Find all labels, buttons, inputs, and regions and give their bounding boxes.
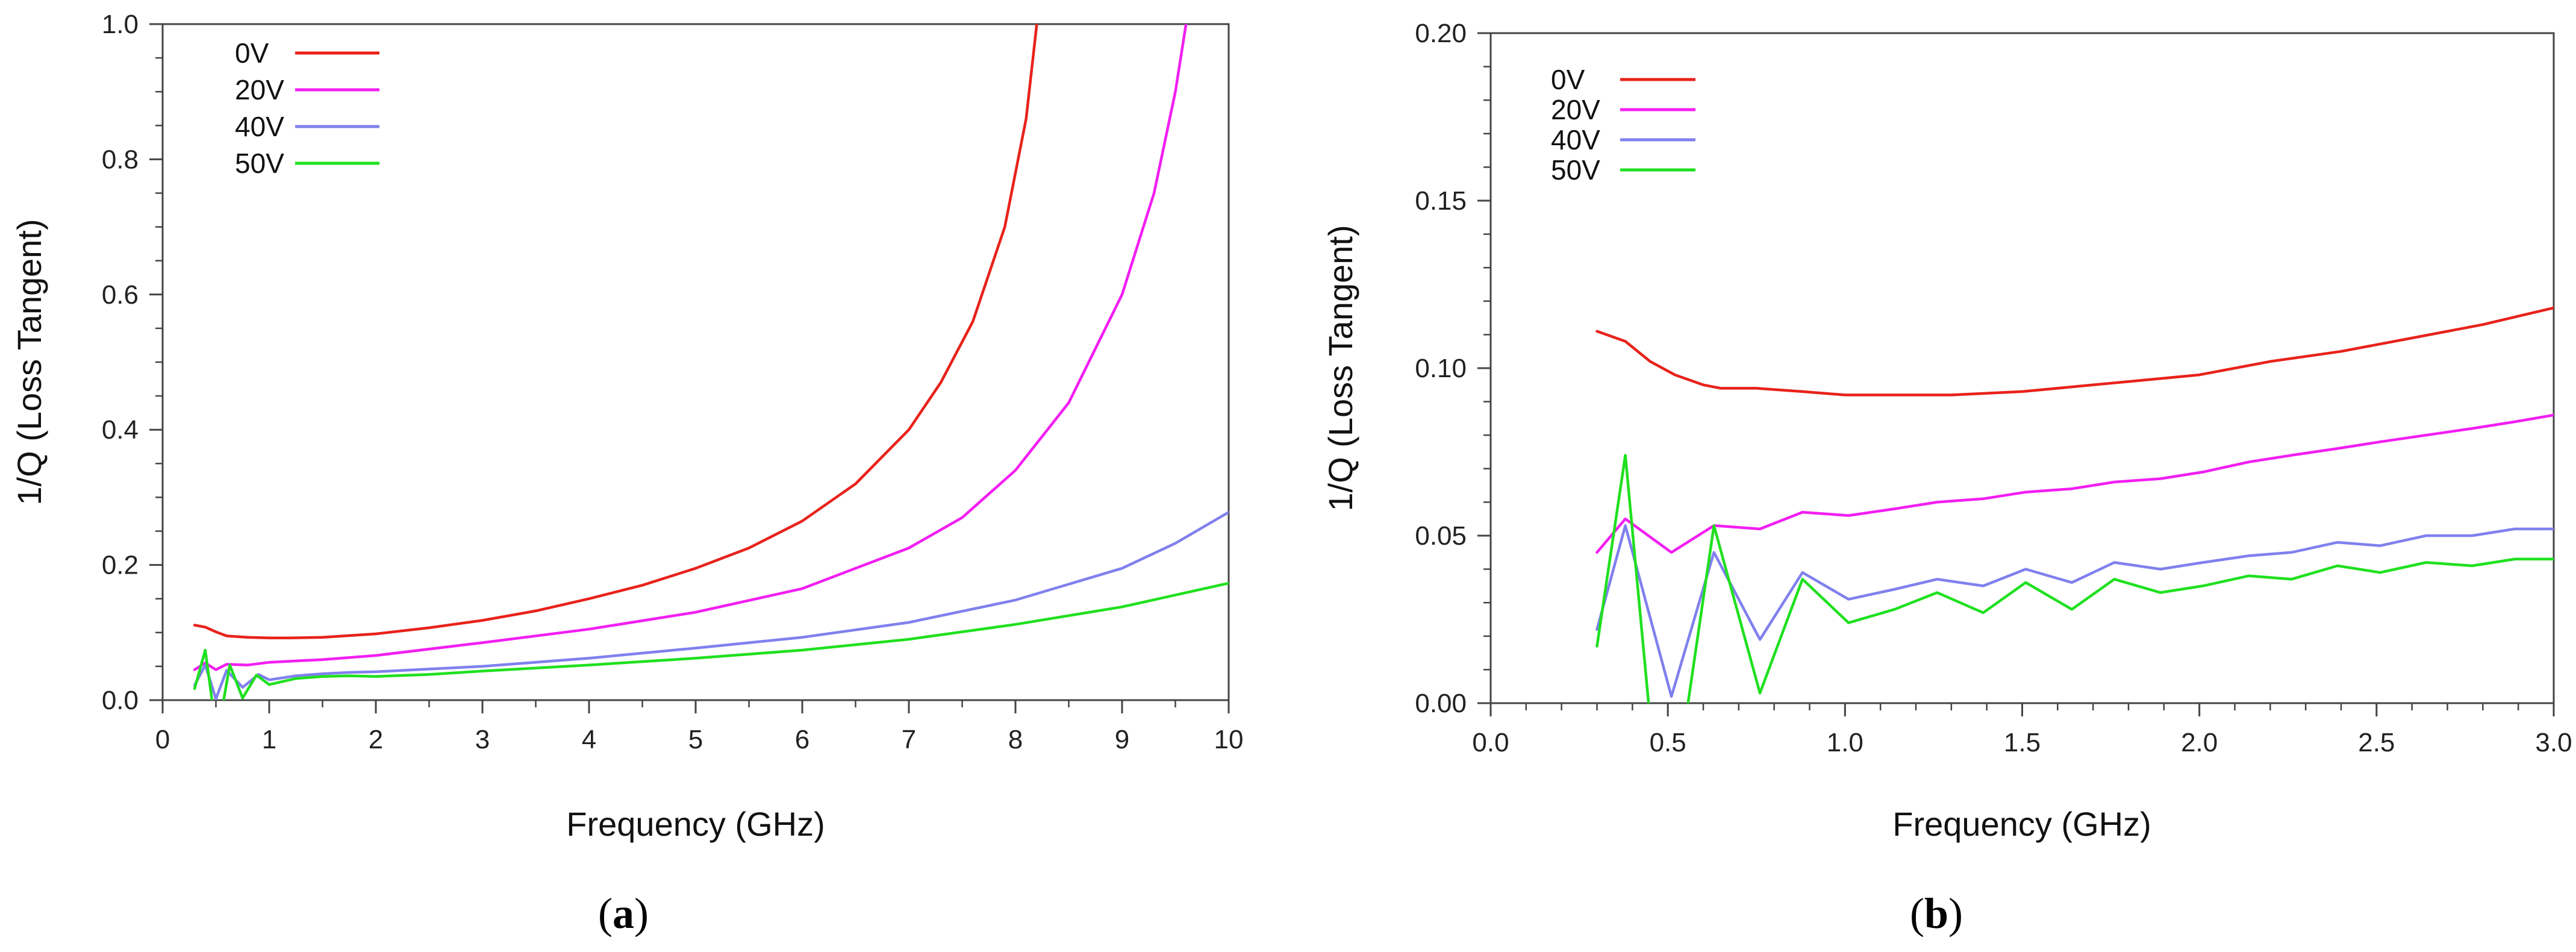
series-line-0v bbox=[1595, 306, 2554, 396]
legend-label-50v: 50V bbox=[235, 148, 284, 179]
series-group-a bbox=[193, 24, 1229, 700]
chart-panel-a: 0 1 2 3 4 5 6 7 8 9 10 0.0 0.2 0.4 0.6 0.8 1.0 0V 20V 40V 5… bbox=[10, 10, 1243, 938]
series-line-0v bbox=[193, 24, 1038, 640]
x-axis-label-a: Frequency (GHz) bbox=[566, 805, 825, 843]
series-line-20v bbox=[193, 24, 1188, 671]
x-axis-label-b: Frequency (GHz) bbox=[1892, 805, 2151, 843]
y-axis-label-b: 1/Q (Loss Tangent) bbox=[1321, 225, 1359, 511]
y-tick-label: 1.0 bbox=[102, 10, 139, 39]
series-line-40v bbox=[1595, 524, 2554, 698]
panel-label-a: (a) bbox=[598, 889, 649, 938]
y-tick-label: 0.2 bbox=[102, 551, 139, 580]
x-tick-label: 3 bbox=[475, 725, 490, 754]
series-line-40v bbox=[193, 510, 1229, 700]
y-tick-label: 0.8 bbox=[102, 145, 139, 174]
legend-label-40v: 40V bbox=[235, 111, 284, 142]
series-line-50v bbox=[193, 581, 1229, 700]
series-group-b bbox=[1595, 306, 2554, 703]
y-axis-label-a: 1/Q (Loss Tangent) bbox=[10, 219, 48, 505]
x-tick-label: 0.0 bbox=[1472, 728, 1509, 757]
legend-label-20v: 20V bbox=[1551, 94, 1600, 125]
x-tick-label: 1.5 bbox=[2004, 728, 2041, 757]
legend-label-50v: 50V bbox=[1551, 154, 1600, 186]
y-tick-label: 0.05 bbox=[1415, 521, 1467, 551]
panel-letter-a: a bbox=[613, 889, 634, 938]
plot-frame-b bbox=[1489, 32, 2555, 704]
axis-ticks-b: 0.0 0.5 1.0 1.5 2.0 2.5 3.0 0.00 0.05 0.10 0.15 0.2… bbox=[1415, 19, 2572, 757]
x-tick-label: 1.0 bbox=[1827, 728, 1863, 757]
panel-letter-b: b bbox=[1924, 889, 1948, 938]
legend-a: 0V 20V 40V 50V bbox=[235, 37, 379, 179]
legend-label-20v: 20V bbox=[235, 74, 284, 105]
legend-label-0v: 0V bbox=[1551, 64, 1585, 95]
chart-panel-b: 0.0 0.5 1.0 1.5 2.0 2.5 3.0 0.00 0.05 0.10 0.15 0.2… bbox=[1321, 19, 2572, 938]
series-line-50v bbox=[1595, 454, 2554, 703]
x-tick-label: 7 bbox=[902, 725, 916, 754]
legend-label-0v: 0V bbox=[235, 37, 269, 69]
x-tick-label: 9 bbox=[1115, 725, 1129, 754]
y-tick-label: 0.10 bbox=[1415, 354, 1467, 383]
x-tick-label: 10 bbox=[1214, 725, 1244, 754]
x-tick-label: 4 bbox=[582, 725, 596, 754]
x-tick-label: 1 bbox=[262, 725, 276, 754]
y-tick-label: 0.20 bbox=[1415, 19, 1467, 48]
x-tick-label: 6 bbox=[795, 725, 809, 754]
y-tick-label: 0.6 bbox=[102, 280, 139, 310]
panel-label-b: (b) bbox=[1910, 889, 1963, 938]
y-tick-label: 0.0 bbox=[102, 686, 139, 715]
x-tick-label: 2.0 bbox=[2181, 728, 2218, 757]
x-tick-label: 0 bbox=[155, 725, 170, 754]
legend-label-40v: 40V bbox=[1551, 124, 1600, 155]
x-tick-label: 8 bbox=[1008, 725, 1023, 754]
y-tick-label: 0.15 bbox=[1415, 186, 1467, 216]
series-line-20v bbox=[1595, 413, 2554, 554]
x-tick-label: 0.5 bbox=[1650, 728, 1686, 757]
x-tick-label: 2.5 bbox=[2358, 728, 2395, 757]
y-tick-label: 0.4 bbox=[102, 415, 139, 445]
y-tick-label: 0.00 bbox=[1415, 689, 1467, 718]
axis-ticks-a: 0 1 2 3 4 5 6 7 8 9 10 0.0 0.2 0.4 0.6 0.8 1.0 bbox=[102, 10, 1244, 754]
x-tick-label: 2 bbox=[369, 725, 383, 754]
x-tick-label: 5 bbox=[688, 725, 703, 754]
x-tick-label: 3.0 bbox=[2535, 728, 2572, 757]
